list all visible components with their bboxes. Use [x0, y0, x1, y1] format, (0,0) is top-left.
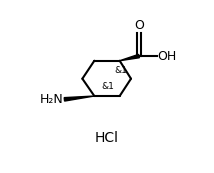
Text: O: O	[134, 19, 144, 32]
Text: H₂N: H₂N	[40, 93, 63, 106]
Polygon shape	[120, 54, 139, 61]
Text: &1: &1	[101, 82, 114, 91]
Text: HCl: HCl	[95, 131, 119, 145]
Text: OH: OH	[158, 49, 177, 63]
Text: &1: &1	[114, 66, 127, 75]
Polygon shape	[64, 96, 94, 101]
